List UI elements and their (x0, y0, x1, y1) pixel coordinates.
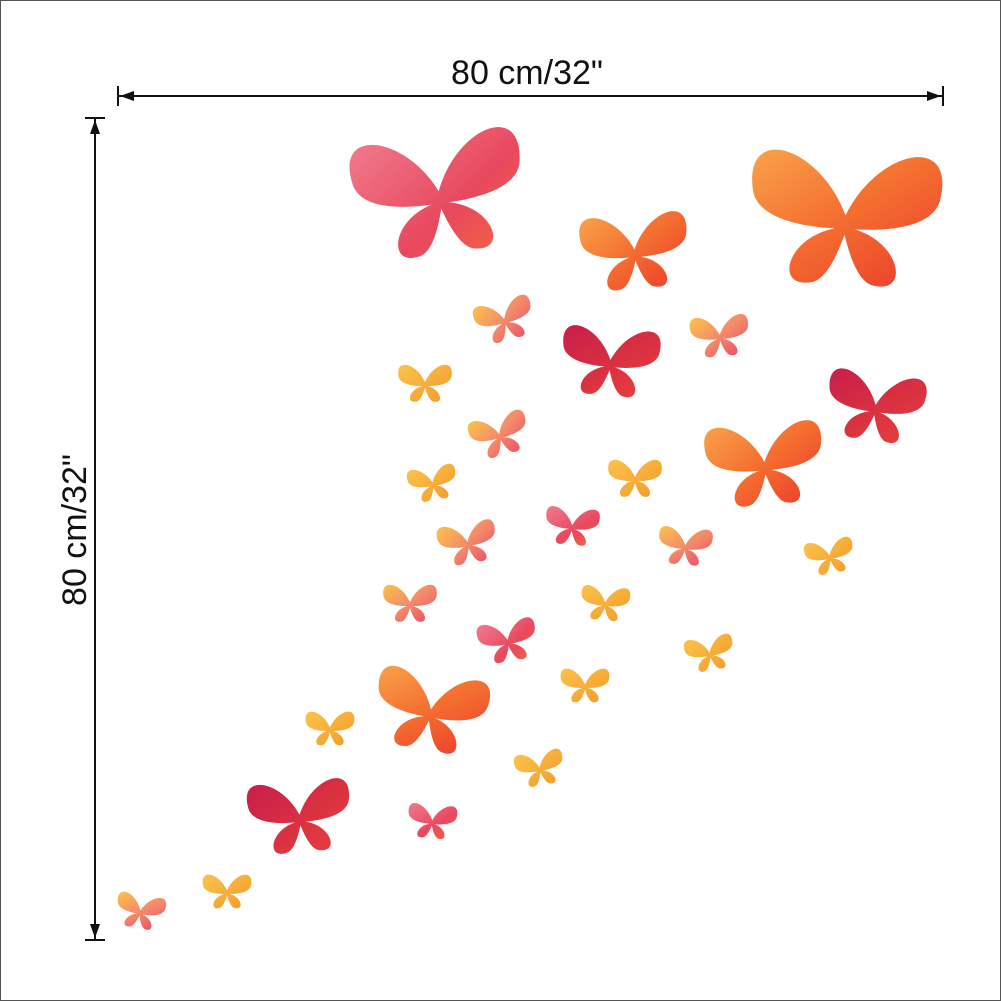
height-label: 80 cm/32" (56, 454, 94, 606)
width-label: 80 cm/32" (451, 54, 603, 92)
height-dimension: 80 cm/32" (56, 117, 105, 941)
width-dimension: 80 cm/32" (117, 54, 944, 106)
